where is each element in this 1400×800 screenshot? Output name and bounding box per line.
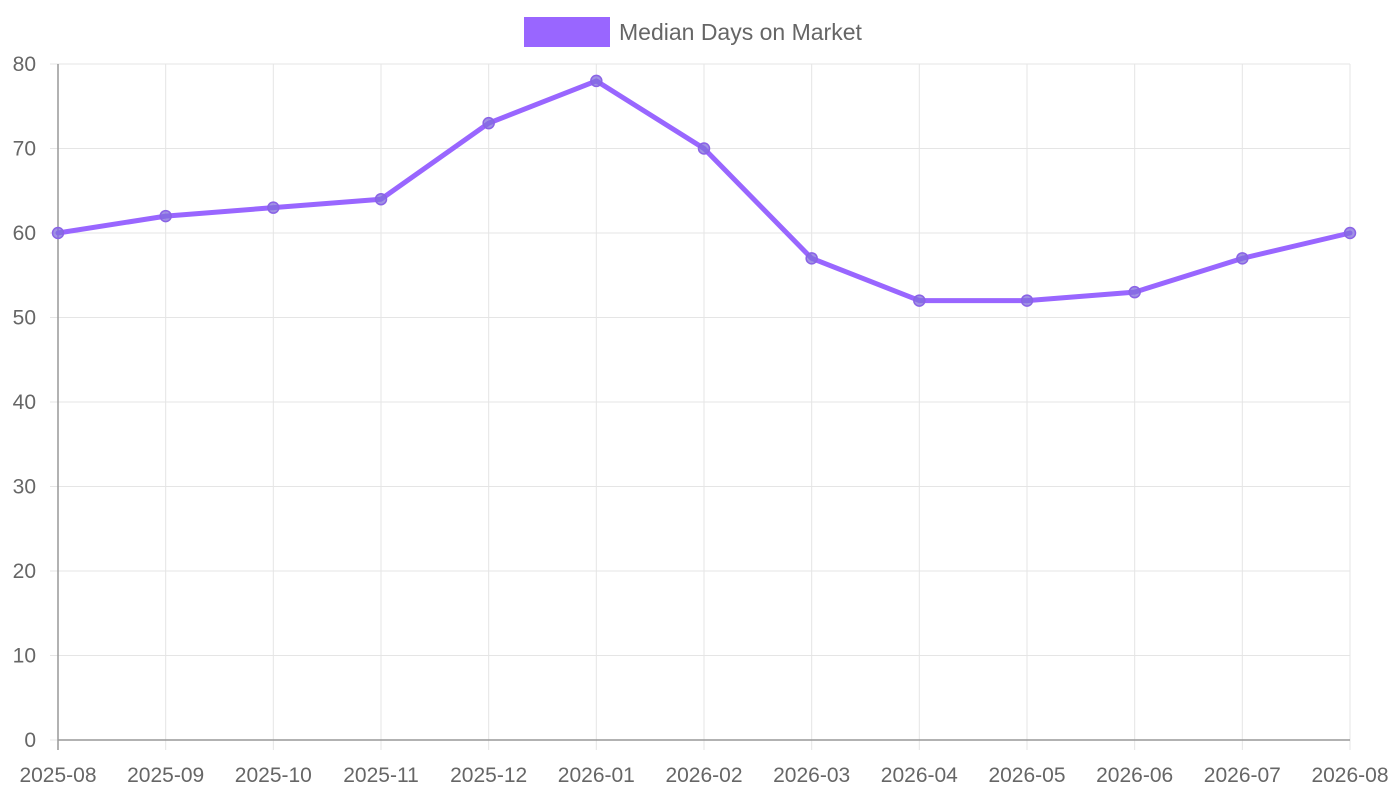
x-tick-label: 2026-05 (988, 764, 1065, 787)
x-tick-labels: 2025-08 2025-09 2025-10 2025-11 2025-12 2026-… (19, 764, 1388, 787)
y-tick-label: 30 (13, 476, 36, 499)
data-point (1343, 226, 1357, 240)
y-tick-label: 80 (13, 53, 36, 76)
x-tick-label: 2025-09 (127, 764, 204, 787)
y-tick-label: 0 (24, 729, 36, 752)
x-tick-label: 2025-11 (343, 764, 419, 787)
data-point (1020, 294, 1034, 307)
x-tick-label: 2026-04 (881, 764, 958, 787)
data-point (697, 142, 711, 155)
data-point (1236, 252, 1249, 265)
legend-swatch[interactable] (524, 17, 610, 47)
data-point (374, 192, 388, 206)
data-point (805, 252, 818, 265)
x-tick-label: 2026-06 (1096, 764, 1173, 787)
x-tick-label: 2026-07 (1204, 764, 1281, 787)
x-tick-label: 2025-08 (19, 764, 96, 787)
series (51, 74, 1357, 307)
x-tick-label: 2026-01 (558, 764, 635, 787)
y-tick-label: 70 (13, 138, 36, 161)
x-tick-label: 2026-08 (1311, 764, 1388, 787)
x-tick-label: 2025-10 (235, 764, 312, 787)
data-point (51, 226, 65, 240)
data-point (1128, 285, 1141, 299)
y-tick-label: 50 (13, 307, 36, 330)
legend[interactable]: Median Days on Market (524, 17, 862, 47)
data-point (482, 116, 495, 130)
data-point (590, 74, 603, 88)
x-tick-label: 2026-02 (665, 764, 742, 787)
y-tick-label: 10 (13, 645, 36, 668)
x-tick-label: 2025-12 (450, 764, 527, 787)
data-point (913, 294, 926, 307)
data-point (159, 209, 172, 223)
y-tick-label: 20 (13, 560, 36, 583)
y-tick-label: 40 (13, 391, 36, 414)
legend-label[interactable]: Median Days on Market (619, 19, 862, 45)
data-point (267, 201, 280, 214)
y-tick-labels: 0 10 20 30 40 50 60 70 80 (13, 53, 36, 752)
grid (50, 63, 1351, 750)
axes (57, 64, 1350, 750)
x-tick-label: 2026-03 (773, 764, 850, 787)
y-tick-label: 60 (13, 222, 36, 245)
